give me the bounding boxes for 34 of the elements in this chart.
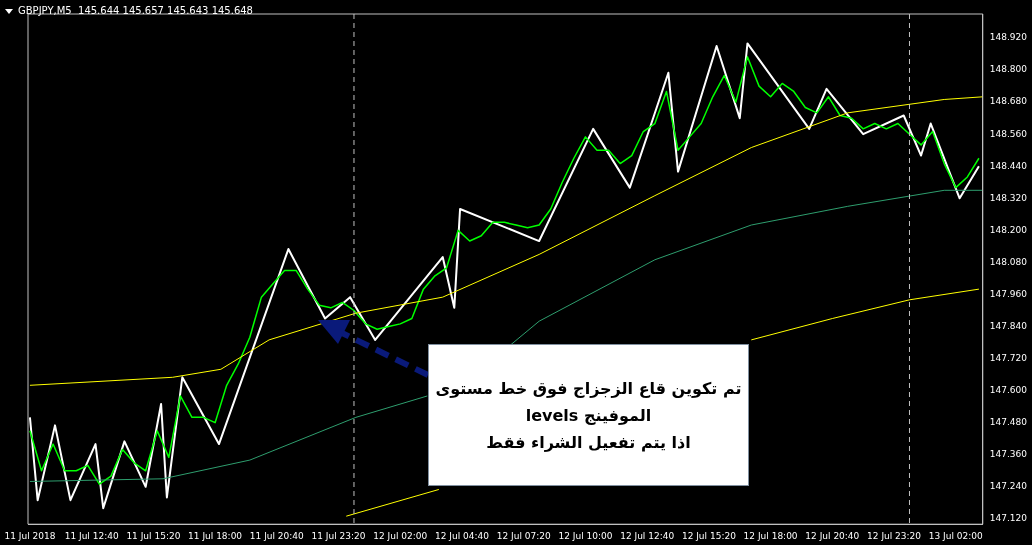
x-tick-label: 12 Jul 07:20	[496, 530, 551, 541]
x-tick-label: 12 Jul 12:40	[620, 530, 675, 541]
x-tick-label: 12 Jul 15:20	[681, 530, 737, 541]
y-tick-label: 147.960	[989, 288, 1028, 299]
x-tick-label: 11 Jul 15:20	[126, 530, 181, 541]
x-tick-label: 11 Jul 18:00	[188, 530, 243, 541]
y-tick-label: 147.600	[989, 384, 1028, 395]
y-tick-label: 147.720	[989, 352, 1028, 363]
chart-title: GBPJPY,M5 145.644 145.657 145.643 145.648	[18, 5, 253, 16]
y-tick-label: 147.360	[989, 449, 1028, 460]
y-tick-label: 147.120	[989, 513, 1028, 524]
y-tick-label: 147.840	[989, 320, 1028, 331]
x-tick-label: 11 Jul 2018	[4, 530, 56, 541]
y-tick-label: 148.920	[989, 32, 1028, 43]
y-tick-label: 148.440	[989, 160, 1028, 171]
y-tick-label: 148.320	[989, 192, 1028, 203]
y-tick-label: 148.680	[989, 96, 1028, 107]
y-tick-label: 148.560	[989, 128, 1028, 139]
text-box: تم تكوين قاع الزجزاج فوق خط مستوى الموفينج levels اذا يتم تفعيل الشراء فقط	[428, 344, 749, 486]
y-tick-label: 148.200	[989, 224, 1028, 235]
x-tick-label: 12 Jul 04:40	[435, 530, 490, 541]
y-tick-label: 148.080	[989, 256, 1028, 267]
y-tick-label: 147.480	[989, 417, 1028, 428]
x-tick-label: 12 Jul 18:00	[743, 530, 798, 541]
x-tick-label: 11 Jul 20:40	[249, 530, 305, 541]
x-tick-label: 12 Jul 10:00	[558, 530, 613, 541]
y-tick-label: 147.240	[989, 481, 1028, 492]
x-tick-label: 12 Jul 02:00	[373, 530, 428, 541]
x-tick-label: 11 Jul 12:40	[64, 530, 119, 541]
y-tick-label: 148.800	[989, 64, 1028, 75]
x-tick-label: 11 Jul 23:20	[311, 530, 366, 541]
x-tick-label: 13 Jul 02:00	[928, 530, 984, 541]
x-tick-label: 12 Jul 20:40	[805, 530, 860, 541]
x-tick-label: 12 Jul 23:20	[867, 530, 922, 541]
